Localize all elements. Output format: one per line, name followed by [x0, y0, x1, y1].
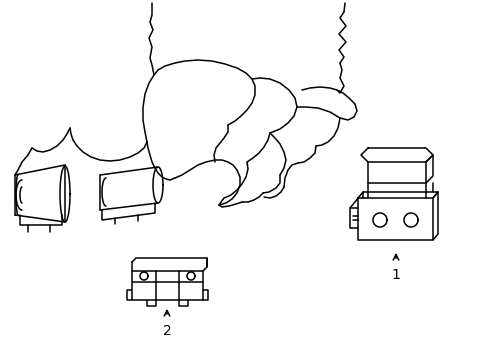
Text: 2: 2 — [163, 324, 171, 338]
Text: 1: 1 — [391, 268, 400, 282]
